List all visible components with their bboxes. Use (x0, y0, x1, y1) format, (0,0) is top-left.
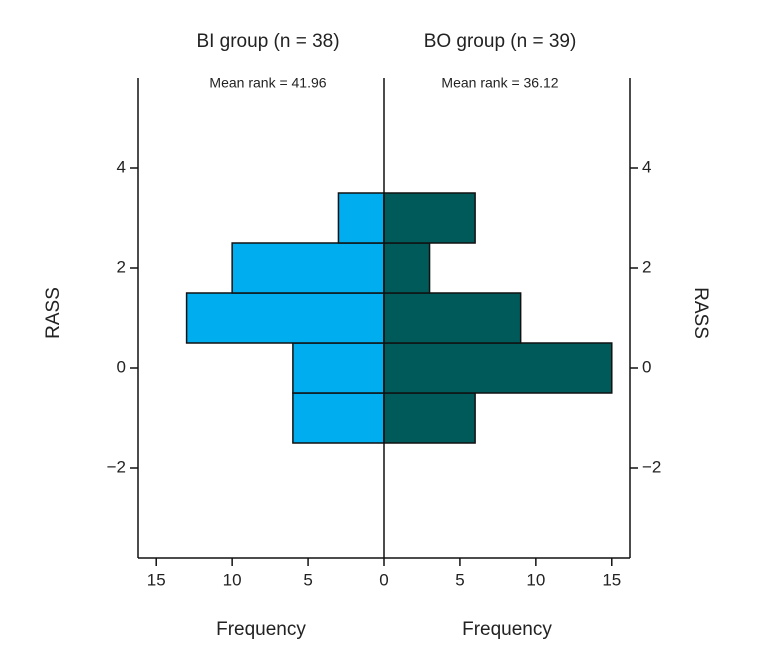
bar (383, 392, 476, 444)
series-title: BO group (n = 39) (424, 31, 577, 52)
y-tick-label: 0 (117, 357, 126, 376)
y2-tick-label: −2 (642, 457, 661, 476)
y2-tick-label: 0 (642, 357, 651, 376)
y-axis-label: RASS (43, 287, 64, 339)
x-tick-label: 5 (303, 570, 312, 589)
x-tick-label: 10 (223, 570, 242, 589)
series-annotation: Mean rank = 36.12 (441, 75, 558, 91)
x-tick-label: 5 (455, 570, 464, 589)
x-axis-label: Frequency (216, 619, 306, 640)
x-tick-label: 0 (379, 570, 388, 589)
bar (337, 192, 385, 244)
series-annotation: Mean rank = 41.96 (209, 75, 326, 91)
y2-tick-label: 2 (642, 257, 651, 276)
y-tick-label: 2 (117, 257, 126, 276)
bar (185, 292, 385, 344)
y2-axis-label: RASS (690, 287, 711, 339)
bar (231, 242, 385, 294)
series-title: BI group (n = 38) (196, 31, 339, 52)
bar (292, 392, 385, 444)
bar (292, 342, 385, 394)
bar (383, 242, 431, 294)
x-axis-label: Frequency (462, 619, 552, 640)
x-tick-label: 10 (526, 570, 545, 589)
y-tick-label: −2 (107, 457, 126, 476)
x-tick-label: 15 (147, 570, 166, 589)
bar (383, 342, 613, 394)
bar (383, 192, 476, 244)
y2-tick-label: 4 (642, 157, 651, 176)
bar (383, 292, 522, 344)
x-tick-label: 15 (602, 570, 621, 589)
y-tick-label: 4 (117, 157, 126, 176)
